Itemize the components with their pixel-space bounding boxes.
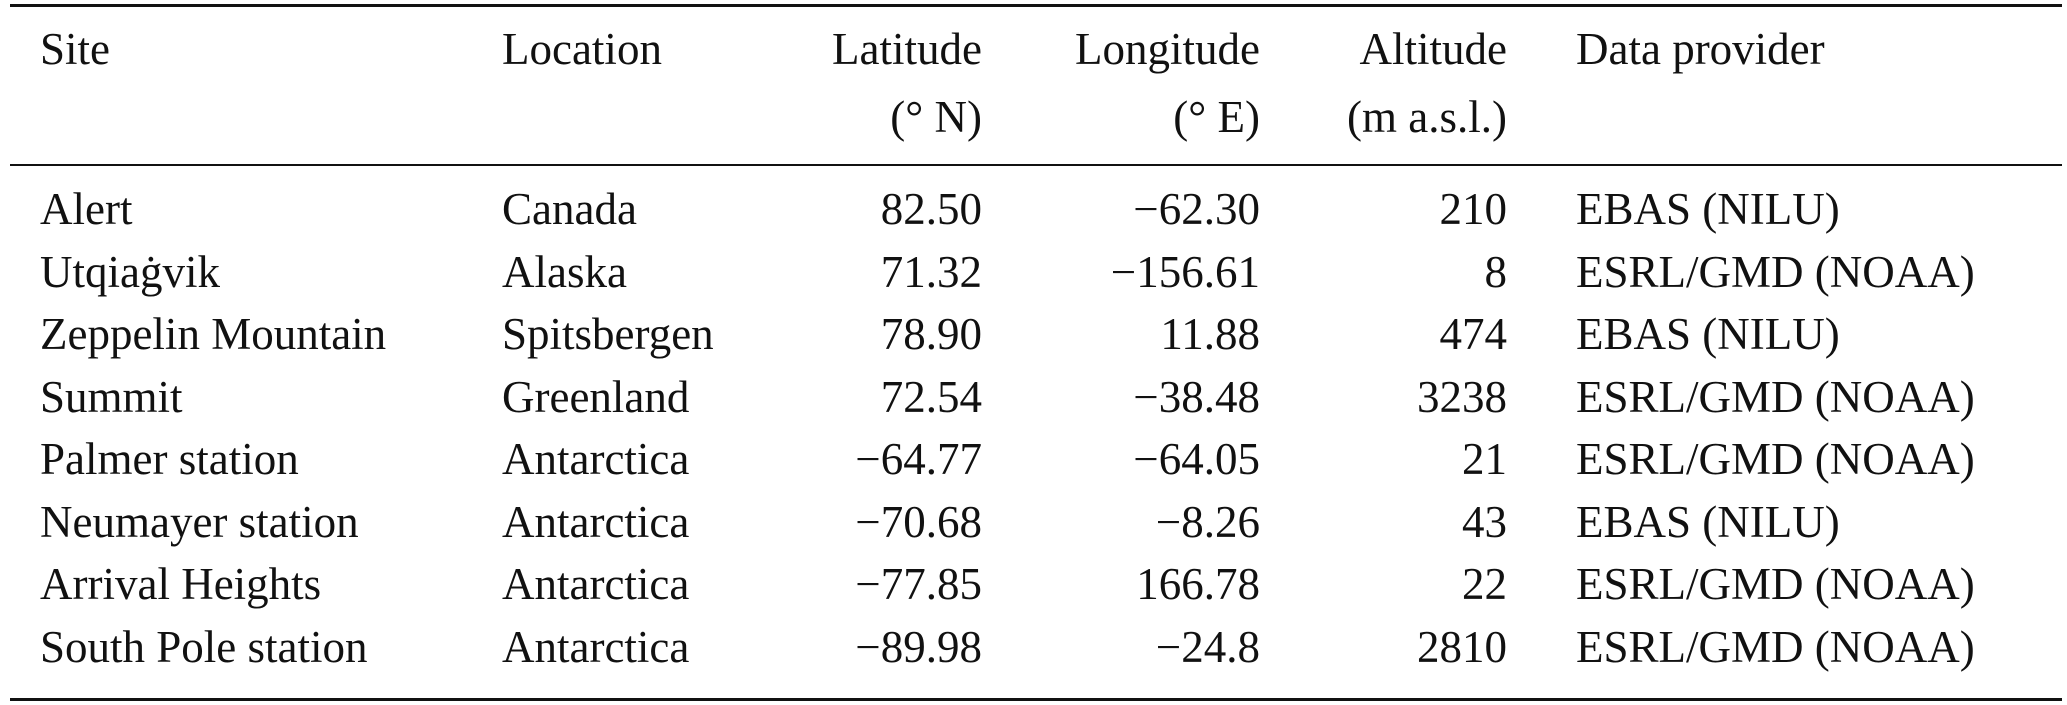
- latitude-cell: 78.90: [880, 309, 982, 359]
- latitude-cell: −64.77: [855, 434, 982, 484]
- latitude-cell: −70.68: [855, 496, 982, 547]
- altitude-cell: 2810: [1417, 621, 1507, 672]
- latitude-cell: 71.32: [880, 246, 982, 297]
- altitude-cell: 474: [1439, 309, 1508, 359]
- site-cell: Alert: [40, 184, 133, 234]
- latitude-cell: 82.50: [880, 184, 982, 234]
- location-cell: Antarctica: [502, 621, 690, 672]
- latitude-cell: 72.54: [880, 371, 982, 422]
- location-cell: Antarctica: [502, 559, 690, 609]
- provider-cell: ESRL/GMD (NOAA): [1576, 559, 1975, 609]
- provider-cell: ESRL/GMD (NOAA): [1576, 246, 1975, 297]
- longitude-cell: 166.78: [1136, 559, 1260, 609]
- site-cell: Palmer station: [40, 434, 299, 484]
- site-cell: Arrival Heights: [40, 559, 322, 609]
- location-cell: Antarctica: [502, 434, 690, 484]
- altitude-cell: 21: [1462, 434, 1507, 484]
- longitude-cell: −24.8: [1155, 621, 1260, 672]
- site-cell: Zeppelin Mountain: [40, 309, 387, 359]
- latitude-cell: −77.85: [855, 559, 982, 609]
- longitude-cell: −156.61: [1110, 246, 1260, 297]
- location-cell: Antarctica: [502, 496, 690, 547]
- site-cell: South Pole station: [40, 621, 368, 672]
- provider-cell: EBAS (NILU): [1576, 184, 1840, 234]
- site-cell: Summit: [40, 371, 183, 422]
- header-rule: [10, 164, 2062, 166]
- longitude-cell: −64.05: [1133, 434, 1260, 484]
- header-provider: Data provider: [1576, 24, 1825, 74]
- header-altitude-unit: (m a.s.l.): [1347, 92, 1507, 142]
- altitude-cell: 210: [1439, 184, 1508, 234]
- latitude-cell: −89.98: [855, 621, 982, 672]
- header-latitude-unit: (° N): [890, 92, 982, 142]
- location-cell: Spitsbergen: [502, 309, 714, 359]
- header-longitude: Longitude: [1075, 24, 1260, 74]
- header-altitude: Altitude: [1359, 24, 1507, 74]
- location-cell: Alaska: [502, 246, 627, 297]
- site-cell: Neumayer station: [40, 496, 359, 547]
- provider-cell: ESRL/GMD (NOAA): [1576, 434, 1975, 484]
- longitude-cell: 11.88: [1160, 309, 1260, 359]
- site-cell: Utqiaġvik: [40, 246, 220, 297]
- provider-cell: ESRL/GMD (NOAA): [1576, 371, 1975, 422]
- bottom-rule: [10, 698, 2062, 701]
- header-latitude: Latitude: [832, 24, 982, 74]
- header-longitude-unit: (° E): [1173, 92, 1260, 142]
- provider-cell: EBAS (NILU): [1576, 496, 1840, 547]
- provider-cell: EBAS (NILU): [1576, 309, 1840, 359]
- header-location: Location: [502, 24, 662, 74]
- top-rule: [10, 4, 2062, 7]
- longitude-cell: −62.30: [1133, 184, 1260, 234]
- location-cell: Greenland: [502, 371, 690, 422]
- location-cell: Canada: [502, 184, 637, 234]
- header-site: Site: [40, 24, 111, 74]
- longitude-cell: −38.48: [1133, 371, 1260, 422]
- altitude-cell: 8: [1484, 246, 1508, 297]
- longitude-cell: −8.26: [1155, 496, 1260, 547]
- altitude-cell: 43: [1462, 496, 1507, 547]
- provider-cell: ESRL/GMD (NOAA): [1576, 621, 1975, 672]
- altitude-cell: 22: [1462, 559, 1507, 609]
- altitude-cell: 3238: [1417, 371, 1507, 422]
